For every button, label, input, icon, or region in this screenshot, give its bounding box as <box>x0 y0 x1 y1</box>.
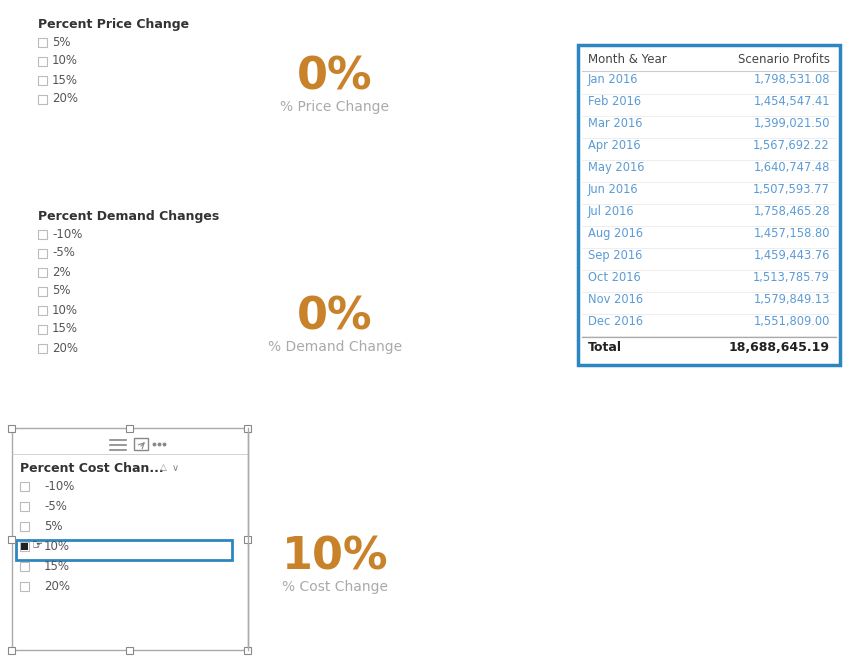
Text: % Cost Change: % Cost Change <box>282 580 388 594</box>
Text: 10%: 10% <box>52 304 78 316</box>
FancyBboxPatch shape <box>244 536 251 543</box>
Text: 1,567,692.22: 1,567,692.22 <box>753 139 830 152</box>
FancyBboxPatch shape <box>20 582 29 591</box>
Text: Jan 2016: Jan 2016 <box>588 73 639 86</box>
Text: 18,688,645.19: 18,688,645.19 <box>729 341 830 354</box>
Text: -5%: -5% <box>52 246 75 260</box>
FancyBboxPatch shape <box>20 482 29 491</box>
Text: Sep 2016: Sep 2016 <box>588 249 642 262</box>
FancyBboxPatch shape <box>38 306 47 315</box>
Text: Scenario Profits: Scenario Profits <box>738 53 830 66</box>
FancyBboxPatch shape <box>16 540 232 560</box>
Text: 0%: 0% <box>297 55 373 98</box>
Text: 1,513,785.79: 1,513,785.79 <box>753 271 830 284</box>
Text: Aug 2016: Aug 2016 <box>588 227 643 240</box>
Text: 10%: 10% <box>52 55 78 67</box>
Text: Feb 2016: Feb 2016 <box>588 95 641 108</box>
FancyBboxPatch shape <box>244 647 251 654</box>
Text: Jun 2016: Jun 2016 <box>588 183 639 196</box>
Text: 5%: 5% <box>52 285 70 297</box>
FancyBboxPatch shape <box>38 249 47 258</box>
FancyBboxPatch shape <box>20 522 29 531</box>
Text: Oct 2016: Oct 2016 <box>588 271 640 284</box>
Text: 15%: 15% <box>44 559 70 573</box>
FancyBboxPatch shape <box>38 268 47 277</box>
Text: 1,798,531.08: 1,798,531.08 <box>754 73 830 86</box>
Text: Jul 2016: Jul 2016 <box>588 205 634 218</box>
FancyBboxPatch shape <box>38 344 47 353</box>
Text: Month & Year: Month & Year <box>588 53 667 66</box>
FancyBboxPatch shape <box>20 502 29 511</box>
Text: 1,758,465.28: 1,758,465.28 <box>753 205 830 218</box>
FancyBboxPatch shape <box>38 95 47 104</box>
Text: 20%: 20% <box>52 341 78 355</box>
Text: -10%: -10% <box>52 227 82 241</box>
FancyBboxPatch shape <box>38 57 47 66</box>
Text: 20%: 20% <box>52 92 78 105</box>
FancyBboxPatch shape <box>134 438 148 450</box>
Text: 10%: 10% <box>44 540 70 552</box>
Text: 0%: 0% <box>297 295 373 338</box>
Text: ∨: ∨ <box>172 463 179 473</box>
Text: Mar 2016: Mar 2016 <box>588 117 643 130</box>
FancyBboxPatch shape <box>38 230 47 239</box>
Text: Nov 2016: Nov 2016 <box>588 293 643 306</box>
Text: 1,457,158.80: 1,457,158.80 <box>754 227 830 240</box>
Text: 2%: 2% <box>52 266 70 279</box>
FancyBboxPatch shape <box>578 45 840 365</box>
Text: Apr 2016: Apr 2016 <box>588 139 640 152</box>
Text: -5%: -5% <box>44 500 67 513</box>
Text: % Price Change: % Price Change <box>280 100 390 114</box>
Text: May 2016: May 2016 <box>588 161 645 174</box>
Text: 1,579,849.13: 1,579,849.13 <box>754 293 830 306</box>
FancyBboxPatch shape <box>8 425 15 432</box>
Text: △: △ <box>160 463 167 472</box>
FancyBboxPatch shape <box>12 428 248 650</box>
Text: 20%: 20% <box>44 579 70 592</box>
Text: Percent Cost Chan...: Percent Cost Chan... <box>20 462 163 475</box>
Text: 5%: 5% <box>52 36 70 49</box>
Text: 15%: 15% <box>52 74 78 86</box>
FancyBboxPatch shape <box>38 287 47 296</box>
FancyBboxPatch shape <box>20 542 29 551</box>
Text: ☞: ☞ <box>32 540 43 552</box>
FancyBboxPatch shape <box>38 325 47 334</box>
Text: Percent Demand Changes: Percent Demand Changes <box>38 210 219 223</box>
Text: 15%: 15% <box>52 322 78 335</box>
Text: 10%: 10% <box>282 535 388 578</box>
Text: 1,454,547.41: 1,454,547.41 <box>754 95 830 108</box>
Text: 1,399,021.50: 1,399,021.50 <box>754 117 830 130</box>
FancyBboxPatch shape <box>38 76 47 85</box>
Text: % Demand Change: % Demand Change <box>268 340 402 354</box>
Text: Percent Price Change: Percent Price Change <box>38 18 189 31</box>
Text: 1,507,593.77: 1,507,593.77 <box>753 183 830 196</box>
FancyBboxPatch shape <box>8 536 15 543</box>
Text: 1,640,747.48: 1,640,747.48 <box>754 161 830 174</box>
Text: 1,551,809.00: 1,551,809.00 <box>754 315 830 328</box>
FancyBboxPatch shape <box>8 647 15 654</box>
Text: 1,459,443.76: 1,459,443.76 <box>754 249 830 262</box>
FancyBboxPatch shape <box>244 425 251 432</box>
Text: Dec 2016: Dec 2016 <box>588 315 643 328</box>
FancyBboxPatch shape <box>126 647 133 654</box>
FancyBboxPatch shape <box>38 38 47 47</box>
FancyBboxPatch shape <box>126 425 133 432</box>
FancyBboxPatch shape <box>21 543 28 550</box>
Text: Total: Total <box>588 341 622 354</box>
Text: -10%: -10% <box>44 480 75 492</box>
Text: 5%: 5% <box>44 519 63 532</box>
FancyBboxPatch shape <box>20 562 29 571</box>
